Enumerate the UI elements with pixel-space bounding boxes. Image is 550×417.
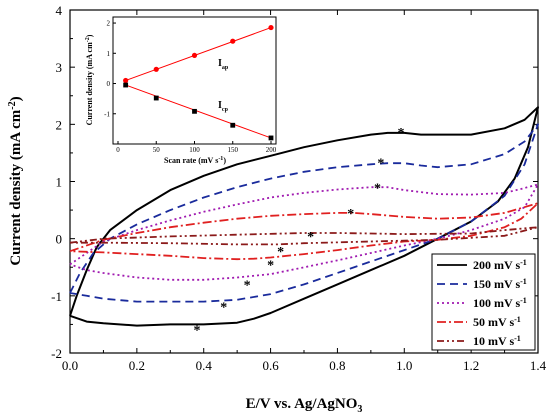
peak-star-marker: *: [397, 126, 404, 141]
inset-x-tick-label: 100: [189, 146, 200, 154]
peak-star-marker: *: [377, 156, 384, 171]
y-tick-label: -2: [51, 346, 62, 361]
inset-point-icp: [268, 135, 274, 141]
peak-markers: **********: [194, 126, 405, 338]
y-tick-label: 3: [56, 60, 63, 75]
inset-point-iap: [268, 24, 274, 31]
legend-label: 10 mV s-1: [473, 334, 521, 348]
inset-y-tick-label: 0: [107, 80, 111, 88]
legend-box: [431, 253, 536, 351]
inset-point-iap: [191, 52, 198, 59]
x-tick-label: 0.4: [196, 358, 213, 373]
inset-point-iap: [123, 77, 129, 84]
peak-star-marker: *: [374, 182, 381, 197]
peak-star-marker: *: [277, 245, 284, 260]
x-tick-label: 0.8: [329, 358, 345, 373]
inset-fit-line: [125, 84, 272, 139]
y-axis-title: Current density (mA cm-2): [7, 96, 24, 265]
peak-star-marker: *: [307, 230, 314, 245]
main-ticks: 0.0 0.2 0.4 0.6 0.8 1.0 1.2 1.4 -2 -1 0 1 2 3 4: [51, 3, 546, 373]
y-tick-label: -1: [51, 289, 62, 304]
inset-chart: Current density (mA cm-2) Scan rate (mV …: [85, 16, 277, 165]
inset-y-tick-label: -1: [104, 110, 110, 118]
inset-point-icp: [123, 82, 129, 88]
series-line-5: [69, 226, 539, 246]
inset-point-icp: [153, 95, 159, 101]
inset-x-tick-label: 0: [116, 146, 120, 154]
x-tick-label: 0.6: [262, 358, 279, 373]
legend-label: 200 mV s-1: [473, 258, 527, 272]
peak-star-marker: *: [220, 300, 227, 315]
x-tick-label: 0.2: [129, 358, 145, 373]
inset-point-iap: [230, 38, 236, 44]
inset-y-tick-label: 1: [107, 50, 111, 58]
inset-frame: [112, 16, 277, 145]
main-series: [69, 106, 539, 327]
inset-point-icp: [230, 122, 236, 128]
peak-star-marker: *: [244, 279, 251, 294]
legend-label: 150 mV s-1: [473, 277, 527, 291]
inset-x-tick-label: 150: [228, 146, 239, 154]
y-tick-label: 0: [56, 232, 63, 247]
peak-star-marker: *: [267, 259, 274, 274]
series-line-1: [69, 106, 539, 327]
inset-x-axis-title: Scan rate (mV s-1): [164, 156, 226, 165]
inset-label-iap: Iap: [218, 58, 229, 71]
inset-point-icp: [192, 108, 197, 114]
inset-y-tick-label: 2: [107, 20, 111, 28]
inset-x-tick-label: 200: [266, 146, 277, 154]
legend-label: 50 mV s-1: [473, 315, 521, 329]
y-tick-label: 2: [56, 117, 63, 132]
y-tick-label: 1: [56, 175, 63, 190]
inset-y-axis-title: Current density (mA cm-2): [85, 34, 94, 125]
inset-point-iap: [153, 66, 159, 72]
inset-fit-line: [125, 27, 272, 81]
peak-star-marker: *: [347, 207, 354, 222]
x-tick-label: 1.0: [396, 358, 412, 373]
series-line-4: [69, 202, 539, 261]
legend: 200 mV s-1 150 mV s-1 100 mV s-1 50 mV s-1 1…: [431, 253, 536, 351]
inset-x-tick-label: 50: [153, 146, 161, 154]
x-axis-title: E/V vs. Ag/AgNO3: [246, 396, 363, 415]
x-tick-label: 1.2: [463, 358, 479, 373]
x-tick-label: 0.0: [62, 358, 78, 373]
x-tick-label: 1.4: [530, 358, 547, 373]
y-tick-label: 4: [56, 3, 63, 18]
inset-label-icp: Icp: [218, 100, 229, 113]
peak-star-marker: *: [194, 323, 201, 338]
series-line-2: [69, 123, 539, 303]
legend-label: 100 mV s-1: [473, 296, 527, 310]
